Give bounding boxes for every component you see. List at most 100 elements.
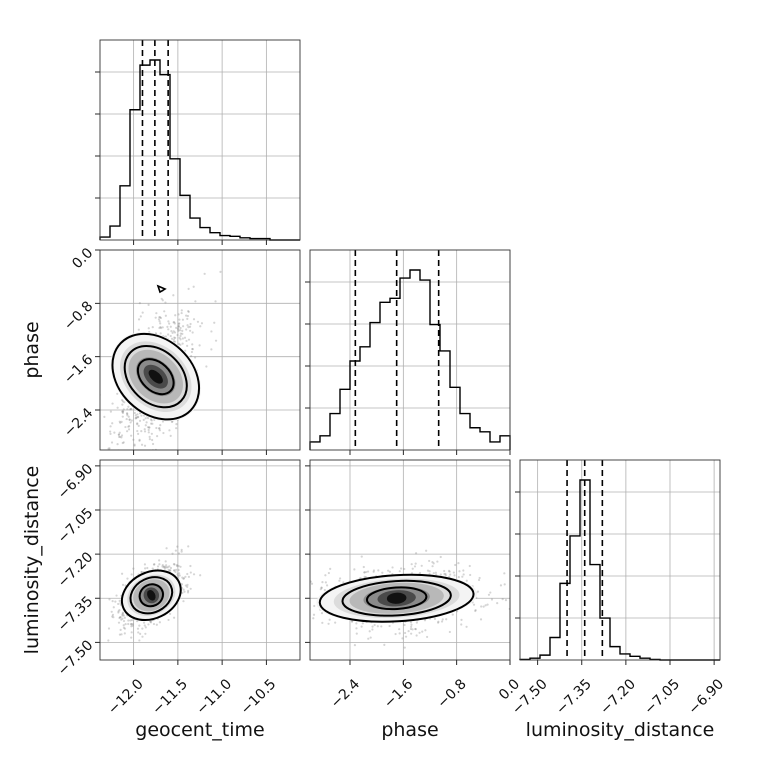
scatter-point — [129, 623, 133, 626]
scatter-point — [172, 616, 176, 619]
scatter-point — [119, 615, 122, 619]
scatter-point — [143, 430, 147, 433]
scatter-point — [161, 326, 164, 329]
scatter-point — [122, 614, 125, 617]
scatter-point — [189, 587, 192, 590]
scatter-point — [143, 444, 147, 447]
scatter-point — [329, 567, 332, 570]
scatter-point — [127, 619, 130, 622]
scatter-point — [191, 347, 194, 351]
scatter-point — [432, 572, 435, 575]
scatter-point — [391, 566, 394, 569]
scatter-point — [150, 432, 153, 435]
scatter-point — [140, 443, 144, 446]
scatter-point — [448, 570, 451, 573]
scatter-point — [181, 576, 184, 579]
scatter-point — [118, 616, 122, 619]
scatter-point — [367, 637, 370, 640]
x-tick-label: −11.5 — [149, 676, 191, 718]
scatter-point — [166, 325, 169, 328]
scatter-point — [123, 627, 127, 630]
scatter-point — [428, 559, 431, 563]
scatter-point — [149, 418, 152, 421]
scatter-point — [177, 325, 180, 328]
scatter-point — [167, 618, 170, 622]
scatter-point — [150, 419, 153, 422]
panel-frame — [309, 459, 511, 661]
scatter-point — [172, 330, 175, 333]
scatter-point — [388, 570, 391, 573]
scatter-point — [137, 450, 139, 452]
scatter-point — [181, 332, 184, 335]
scatter-point — [194, 300, 197, 303]
scatter-point — [127, 428, 131, 431]
scatter-point — [158, 320, 161, 323]
scatter-point — [414, 627, 417, 631]
scatter-point — [136, 619, 139, 623]
scatter-point — [120, 436, 123, 439]
scatter-point — [181, 318, 185, 321]
scatter-point — [161, 565, 164, 568]
scatter-point — [121, 441, 124, 445]
scatter-point — [373, 623, 376, 627]
scatter-point — [424, 629, 427, 632]
panel-background — [310, 460, 510, 660]
scatter-point — [449, 573, 452, 576]
scatter-point — [177, 328, 180, 331]
scatter-point — [162, 431, 165, 435]
scatter-point — [380, 625, 383, 628]
scatter-point — [176, 333, 179, 337]
scatter-point — [198, 344, 201, 347]
scatter-point — [123, 632, 126, 635]
scatter-point — [152, 563, 156, 566]
scatter-point — [146, 566, 149, 570]
scatter-point — [172, 563, 176, 566]
scatter-point — [140, 414, 143, 417]
scatter-point — [159, 326, 163, 330]
scatter-point — [138, 639, 141, 642]
scatter-point — [136, 429, 139, 433]
scatter-point — [169, 334, 172, 338]
scatter-point — [355, 627, 358, 630]
scatter-point — [132, 438, 135, 441]
scatter-point — [177, 574, 180, 577]
scatter-point — [103, 456, 105, 458]
scatter-point — [160, 297, 163, 300]
scatter-point — [153, 563, 156, 566]
scatter-point — [167, 320, 170, 323]
scatter-point — [159, 316, 163, 320]
scatter-point — [310, 580, 312, 583]
scatter-point — [372, 570, 375, 573]
scatter-point — [361, 622, 364, 625]
scatter-point — [164, 566, 167, 569]
scatter-point — [501, 598, 504, 601]
scatter-point — [304, 608, 306, 610]
scatter-point — [172, 321, 175, 324]
scatter-point — [185, 328, 188, 331]
scatter-point — [300, 618, 302, 620]
scatter-point — [115, 594, 118, 597]
scatter-point — [116, 392, 119, 395]
x-tick-label: −10.5 — [238, 676, 280, 718]
scatter-point — [496, 602, 499, 605]
scatter-point — [213, 321, 216, 324]
scatter-point — [190, 350, 194, 354]
scatter-point — [147, 303, 150, 306]
scatter-point — [437, 621, 440, 624]
scatter-point — [130, 636, 133, 639]
scatter-point — [129, 407, 133, 411]
scatter-point — [462, 573, 465, 576]
scatter-point — [173, 563, 176, 566]
x-tick-label: −1.6 — [381, 676, 416, 711]
scatter-point — [304, 620, 306, 622]
scatter-point — [126, 430, 129, 433]
scatter-point — [127, 425, 130, 428]
scatter-point — [113, 431, 116, 434]
joint-content — [100, 270, 222, 458]
scatter-point — [203, 272, 206, 275]
scatter-point — [394, 632, 397, 636]
scatter-point — [121, 612, 125, 615]
contour-line-0 — [111, 332, 201, 421]
scatter-point — [138, 419, 142, 422]
scatter-point — [164, 314, 167, 317]
